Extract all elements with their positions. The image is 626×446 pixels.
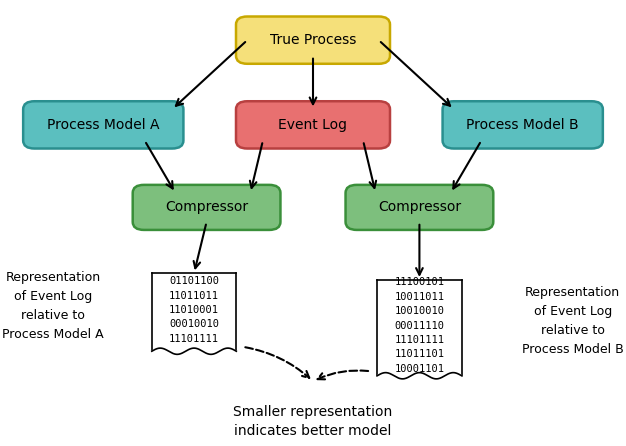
FancyBboxPatch shape <box>236 101 390 149</box>
Text: Process Model B: Process Model B <box>466 118 579 132</box>
Polygon shape <box>377 373 461 383</box>
Text: Compressor: Compressor <box>378 200 461 215</box>
Text: Process Model A: Process Model A <box>47 118 160 132</box>
FancyBboxPatch shape <box>133 185 280 230</box>
Text: Smaller representation
indicates better model: Smaller representation indicates better … <box>233 405 393 438</box>
FancyBboxPatch shape <box>23 101 183 149</box>
Text: 01101100
11011011
11010001
00010010
11101111: 01101100 11011011 11010001 00010010 1110… <box>169 276 219 344</box>
Polygon shape <box>151 348 237 359</box>
Text: Representation
of Event Log
relative to
Process Model A: Representation of Event Log relative to … <box>3 271 104 340</box>
Text: Compressor: Compressor <box>165 200 248 215</box>
Text: Representation
of Event Log
relative to
Process Model B: Representation of Event Log relative to … <box>522 286 623 356</box>
FancyBboxPatch shape <box>236 17 390 64</box>
FancyBboxPatch shape <box>443 101 603 149</box>
Text: True Process: True Process <box>270 33 356 47</box>
Text: 11100101
10011011
10010010
00011110
11101111
11011101
10001101: 11100101 10011011 10010010 00011110 1110… <box>394 277 444 374</box>
FancyBboxPatch shape <box>346 185 493 230</box>
Polygon shape <box>377 280 461 376</box>
Text: Event Log: Event Log <box>279 118 347 132</box>
Polygon shape <box>151 273 237 351</box>
